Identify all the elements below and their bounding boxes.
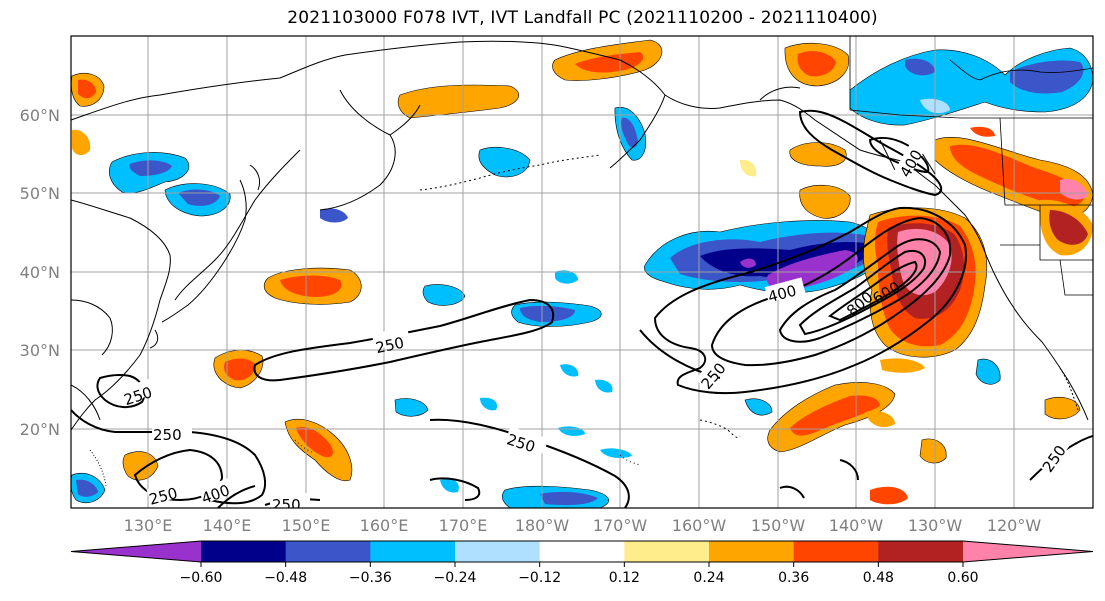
lat-label: 50°N xyxy=(20,184,60,203)
map-title: 2021103000 F078 IVT, IVT Landfall PC (20… xyxy=(287,8,878,28)
lon-label: 150°W xyxy=(751,516,806,535)
colorbar-segment xyxy=(624,541,710,562)
graticule xyxy=(71,36,1093,508)
colorbar-tick-label: 0.36 xyxy=(778,570,809,586)
lon-label: 140°W xyxy=(829,516,884,535)
lat-label: 30°N xyxy=(20,341,60,360)
colorbar-tick-label: −0.24 xyxy=(434,570,477,586)
colorbar-tick-label: 0.12 xyxy=(609,570,640,586)
lon-label: 130°W xyxy=(908,516,963,535)
colorbar: −0.60 −0.48 −0.36 −0.24 −0.12 0.12 0.24 0.36 0.4… xyxy=(70,540,1094,586)
colorbar-segment xyxy=(455,541,541,562)
colorbar-segment xyxy=(878,541,964,562)
contour-label: 250 xyxy=(272,496,301,514)
colorbar-tick-label: −0.36 xyxy=(349,570,392,586)
lon-label: 170°E xyxy=(439,516,488,535)
lat-label: 20°N xyxy=(20,420,60,439)
lon-label: 180°W xyxy=(515,516,570,535)
colorbar-segment xyxy=(539,541,625,562)
ivt-contours xyxy=(71,109,1093,508)
contour-label: 250 xyxy=(374,334,406,358)
lon-label: 120°W xyxy=(987,516,1042,535)
lat-label: 40°N xyxy=(20,263,60,282)
ivt-anomaly-shading xyxy=(71,39,1093,508)
colorbar-segment xyxy=(709,541,795,562)
lon-label: 150°E xyxy=(282,516,331,535)
colorbar-tick-label: 0.24 xyxy=(693,570,724,586)
colorbar-tick-label: −0.60 xyxy=(180,570,223,586)
plot-frame xyxy=(70,35,1094,509)
lon-label: 140°E xyxy=(203,516,252,535)
colorbar-segment xyxy=(793,541,879,562)
lat-label: 60°N xyxy=(20,106,60,125)
colorbar-segment xyxy=(201,541,287,562)
colorbar-segment xyxy=(285,541,371,562)
colorbar-tick-label: −0.12 xyxy=(518,570,561,586)
colorbar-extend-high xyxy=(963,541,1093,562)
colorbar-tick-label: 0.48 xyxy=(863,570,894,586)
lon-label: 130°E xyxy=(124,516,173,535)
latitude-labels: 60°N 50°N 40°N 30°N 20°N xyxy=(20,106,60,439)
contour-label: 250 xyxy=(153,426,182,444)
longitude-labels: 130°E 140°E 150°E 160°E 170°E 180°W 170°… xyxy=(124,516,1042,535)
colorbar-tick-label: 0.60 xyxy=(947,570,978,586)
coastlines xyxy=(71,36,1093,487)
lon-label: 160°W xyxy=(672,516,727,535)
lon-label: 160°E xyxy=(360,516,409,535)
lon-label: 170°W xyxy=(593,516,648,535)
colorbar-segment xyxy=(370,541,456,562)
colorbar-tick-label: −0.48 xyxy=(264,570,307,586)
colorbar-extend-low xyxy=(71,541,201,562)
